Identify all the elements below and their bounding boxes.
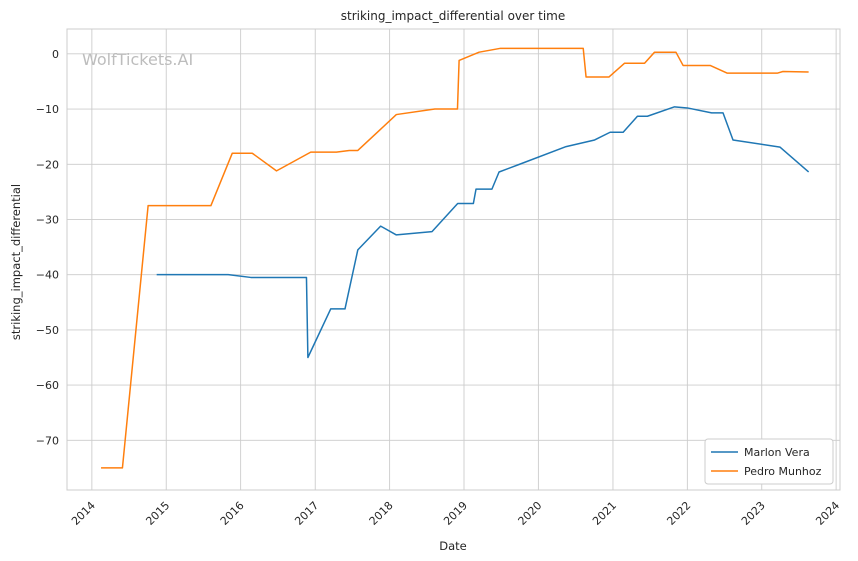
y-axis-title: striking_impact_differential: [9, 184, 23, 340]
series-layer: [101, 47, 810, 469]
legend: Marlon Vera Pedro Munhoz: [704, 438, 834, 485]
y-tick-label-0: 0: [52, 48, 59, 61]
plot-area-frame: [66, 28, 841, 491]
y-tick-label--70: −70: [36, 434, 59, 447]
legend-label-pedro-munhoz: Pedro Munhoz: [744, 465, 822, 478]
x-axis-title: Date: [439, 539, 467, 553]
y-tick-label--10: −10: [36, 103, 59, 116]
y-tick-label--30: −30: [36, 213, 59, 226]
series-line-marlon-vera: [156, 106, 810, 359]
series-line-pedro-munhoz: [101, 47, 809, 469]
watermark-text: WolfTickets.AI: [82, 50, 193, 69]
y-tick-labels: 0 −10 −20 −30 −40 −50 −60 −70: [36, 48, 59, 447]
y-tick-label--40: −40: [36, 269, 59, 282]
chart-title: striking_impact_differential over time: [341, 9, 566, 23]
legend-label-marlon-vera: Marlon Vera: [744, 446, 810, 459]
y-tick-label--50: −50: [36, 324, 59, 337]
legend-frame: [704, 438, 834, 485]
x-gridlines: [91, 29, 837, 490]
y-tick-label--60: −60: [36, 379, 59, 392]
y-tick-label--20: −20: [36, 158, 59, 171]
